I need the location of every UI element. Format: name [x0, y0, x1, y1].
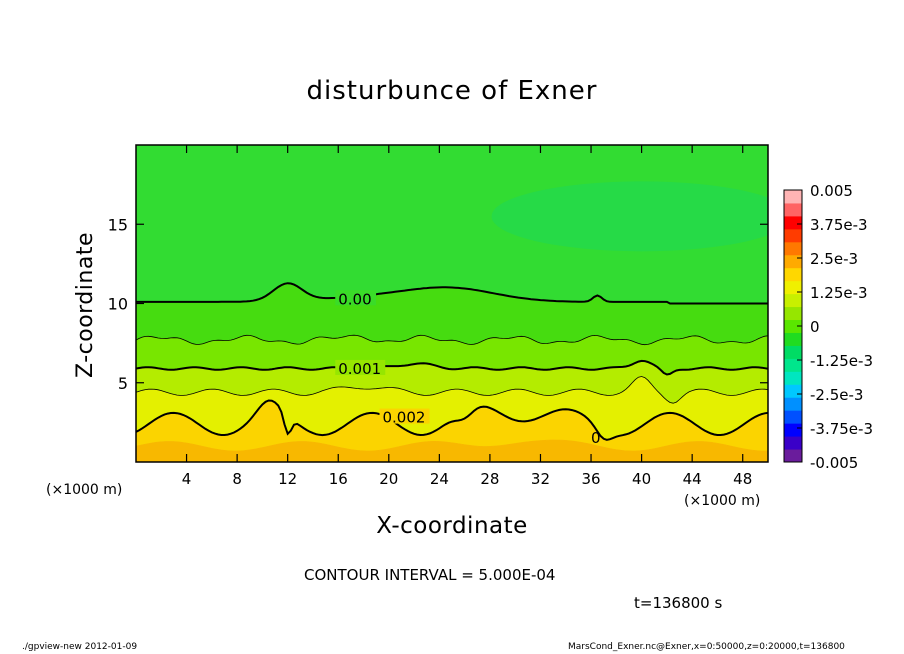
contour-label: 0.001	[338, 360, 381, 378]
contour-label: 0	[591, 429, 601, 447]
contour-label: 0.002	[382, 409, 425, 427]
contour-labels: 0.00 0.001 0.002 0	[335, 290, 601, 447]
colorbar-swatch	[784, 254, 802, 269]
x-tick-label: 36	[581, 470, 600, 488]
y-tick-label: 15	[108, 215, 128, 234]
x-axis: 4 8 12 16 20 24 28 32 36 40 44 48	[182, 145, 752, 488]
color-bands	[136, 145, 768, 462]
colorbar-label: 1.25e-3	[810, 284, 868, 302]
x-tick-label: 28	[480, 470, 499, 488]
x-tick-label: 32	[531, 470, 550, 488]
y-axis-label: Z-coordinate	[73, 232, 98, 378]
colorbar-swatch	[784, 215, 802, 230]
contour-label-bg	[335, 359, 386, 375]
footer-program-info: ./gpview-new 2012-01-09	[22, 642, 138, 652]
footer-data-source: MarsCond_Exner.nc@Exner,x=0:50000,z=0:20…	[568, 642, 845, 652]
contour-interval-text: CONTOUR INTERVAL = 5.000E-04	[304, 566, 556, 584]
colorbar-label: 0	[810, 318, 820, 336]
chart-title: disturbunce of Exner	[306, 76, 598, 106]
y-tick-label: 10	[108, 295, 128, 314]
colorbar-swatch	[784, 306, 802, 321]
colorbar-swatch	[784, 332, 802, 346]
colorbar-swatch	[784, 228, 802, 243]
colorbar-swatch	[784, 319, 802, 333]
colorbar-swatch	[784, 410, 802, 424]
x-tick-label: 8	[232, 470, 242, 488]
band-6	[136, 439, 768, 462]
contour-label: 0.00	[338, 290, 371, 308]
x-tick-label: 16	[329, 470, 348, 488]
colorbar-label: -1.25e-3	[810, 352, 873, 370]
time-label: t=136800 s	[634, 594, 723, 612]
contour-z5	[136, 334, 768, 346]
colorbar-label: -0.005	[810, 454, 858, 472]
contour-z10	[136, 359, 768, 376]
x-axis-label: X-coordinate	[376, 513, 528, 539]
colorbar-label: 2.5e-3	[810, 250, 858, 268]
x-tick-label: 44	[683, 470, 702, 488]
colorbar-swatch	[784, 449, 802, 463]
x-unit-right: (×1000 m)	[684, 493, 761, 509]
colorbar-swatch	[784, 436, 802, 450]
contour-lines	[136, 282, 768, 441]
contour-label-bg	[379, 408, 430, 424]
contour-z0	[136, 282, 768, 305]
y-tick-label: 5	[118, 374, 128, 393]
colorbar-label: -3.75e-3	[810, 420, 873, 438]
colorbar-swatch	[784, 241, 802, 256]
colorbar-label: 3.75e-3	[810, 216, 868, 234]
colorbar-swatch	[784, 202, 802, 217]
negative-region	[491, 181, 768, 252]
x-tick-label: 24	[430, 470, 449, 488]
colorbar-swatch	[784, 397, 802, 411]
y-axis: 5 10 15	[108, 215, 768, 393]
colorbar-swatch	[784, 267, 802, 282]
colorbar: 0.005 3.75e-3 2.5e-3 1.25e-3 0 -1.25e-3 -2.5e-…	[783, 182, 873, 472]
colorbar-label: -2.5e-3	[810, 386, 863, 404]
contour-z15	[136, 376, 768, 404]
colorbar-label: 0.005	[810, 182, 853, 200]
x-tick-label: 4	[182, 470, 192, 488]
colorbar-swatch	[784, 293, 802, 308]
contour-label-bg	[335, 290, 377, 306]
colorbar-swatch	[784, 190, 802, 204]
colorbar-swatch	[784, 384, 802, 398]
colorbar-swatch	[784, 358, 802, 372]
colorbar-swatch	[784, 280, 802, 295]
colorbar-swatch	[784, 371, 802, 385]
x-tick-label: 40	[632, 470, 651, 488]
x-tick-label: 12	[278, 470, 297, 488]
colorbar-swatch	[784, 423, 802, 437]
x-tick-label: 48	[733, 470, 752, 488]
contour-z20	[136, 399, 768, 441]
colorbar-swatch	[784, 345, 802, 359]
x-tick-label: 20	[379, 470, 398, 488]
x-unit-left: (×1000 m)	[46, 482, 123, 498]
